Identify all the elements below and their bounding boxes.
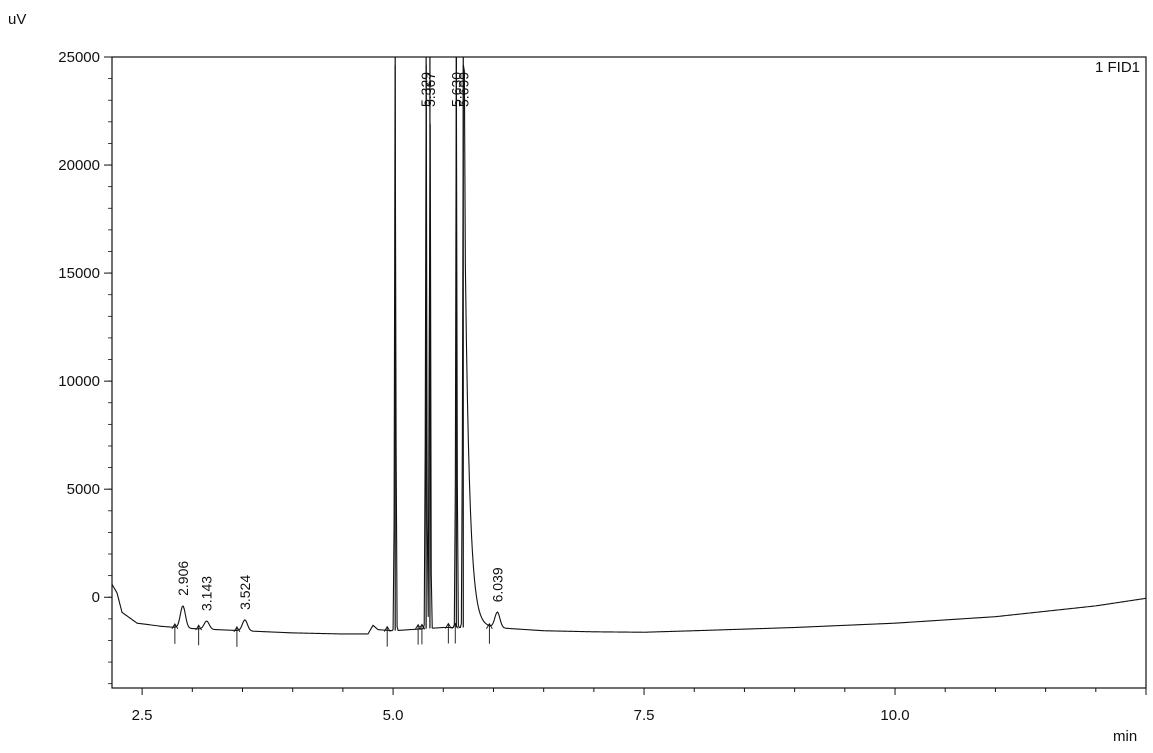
y-tick-label: 25000: [58, 49, 100, 66]
peak-retention-label: 5.329: [418, 72, 434, 107]
peak-retention-label: 5.699: [455, 72, 471, 107]
y-axis-ticks: 25000 20000 15000 10000 5000 0: [58, 49, 112, 685]
y-axis-unit-label: uV: [8, 11, 26, 28]
peak-start-marker: [233, 625, 241, 647]
peak-retention-label: 6.039: [489, 567, 505, 602]
y-tick-label: 15000: [58, 265, 100, 282]
plot-frame: [111, 56, 1147, 689]
y-tick-label: 0: [92, 589, 100, 606]
y-tick-label: 5000: [67, 481, 100, 498]
chromatogram-trace: [112, 57, 1146, 635]
peak-retention-label: 3.143: [199, 576, 215, 611]
peak-start-marker: [195, 624, 203, 646]
peak-retention-label: 5.367: [422, 72, 438, 107]
y-tick-label: 10000: [58, 373, 100, 390]
peak-start-marker: [418, 623, 426, 645]
x-axis-ticks: 2.5 5.0 7.5 10.0: [132, 688, 1147, 724]
y-tick-label: 20000: [58, 157, 100, 174]
x-tick-label: 10.0: [880, 707, 909, 724]
peak-start-marker: [383, 625, 391, 647]
peak-retention-label: 5.630: [448, 72, 464, 107]
x-tick-label: 7.5: [634, 707, 655, 724]
peak-start-marker: [444, 622, 452, 644]
peak-start-marker: [451, 622, 459, 644]
peak-start-marker: [171, 623, 179, 644]
peak-start-marker: [486, 622, 493, 644]
peak-retention-label: 3.524: [237, 575, 253, 610]
trace-label: 1 FID1: [1095, 59, 1140, 76]
x-tick-label: 5.0: [383, 707, 404, 724]
peak-retention-label: 2.906: [175, 561, 191, 596]
x-tick-label: 2.5: [132, 707, 153, 724]
x-axis-unit-label: min: [1113, 728, 1137, 745]
chromatogram-marks: [112, 57, 1146, 647]
